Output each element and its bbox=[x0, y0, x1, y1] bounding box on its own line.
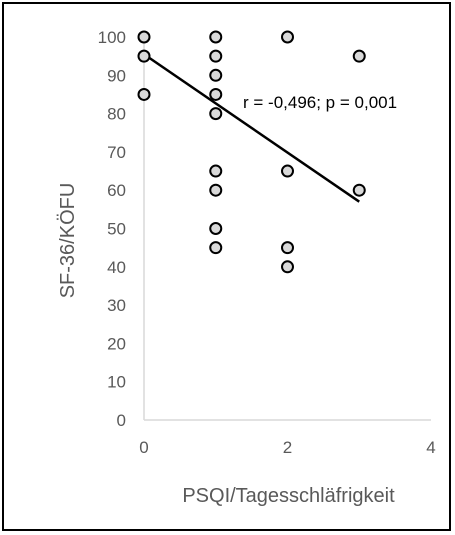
correlation-annotation: r = -0,496; p = 0,001 bbox=[243, 93, 397, 112]
y-tick-label: 100 bbox=[98, 28, 126, 47]
data-point bbox=[209, 107, 223, 121]
data-point bbox=[137, 87, 151, 101]
y-tick-label: 50 bbox=[107, 220, 126, 239]
y-tick-label: 0 bbox=[117, 411, 126, 430]
data-point bbox=[209, 241, 223, 255]
chart-frame bbox=[2, 2, 451, 531]
x-axis-title: PSQI/Tagesschläfrigkeit bbox=[182, 485, 395, 507]
data-point bbox=[209, 49, 223, 63]
y-axis-title: SF-36/KÖFU bbox=[57, 183, 79, 299]
data-point bbox=[137, 30, 151, 44]
data-point bbox=[352, 49, 366, 63]
y-tick-labels: 0 10 20 30 40 50 60 70 80 90 100 bbox=[98, 28, 126, 430]
data-point bbox=[281, 260, 294, 274]
data-point bbox=[281, 30, 294, 44]
data-point bbox=[209, 87, 223, 101]
data-point bbox=[281, 241, 294, 255]
trendline-group bbox=[143, 53, 360, 203]
data-point bbox=[209, 222, 223, 235]
y-tick-label: 10 bbox=[107, 373, 126, 392]
x-tick-label: 0 bbox=[139, 438, 148, 457]
y-tick-label: 40 bbox=[107, 258, 126, 277]
data-point bbox=[209, 30, 223, 44]
y-tick-label: 60 bbox=[107, 181, 126, 200]
data-point bbox=[281, 164, 294, 178]
data-point bbox=[352, 183, 366, 197]
data-point bbox=[209, 183, 223, 197]
x-tick-label: 4 bbox=[426, 438, 435, 457]
data-points bbox=[137, 30, 366, 274]
y-tick-label: 90 bbox=[107, 66, 126, 85]
y-tick-label: 80 bbox=[107, 105, 126, 124]
data-point bbox=[137, 49, 151, 63]
trendline bbox=[143, 53, 360, 203]
y-tick-label: 70 bbox=[107, 143, 126, 162]
x-tick-labels: 0 2 4 bbox=[139, 438, 435, 457]
data-point bbox=[209, 164, 223, 178]
data-point bbox=[209, 68, 223, 82]
y-tick-label: 30 bbox=[107, 296, 126, 315]
x-tick-label: 2 bbox=[283, 438, 292, 457]
y-tick-label: 20 bbox=[107, 334, 126, 353]
